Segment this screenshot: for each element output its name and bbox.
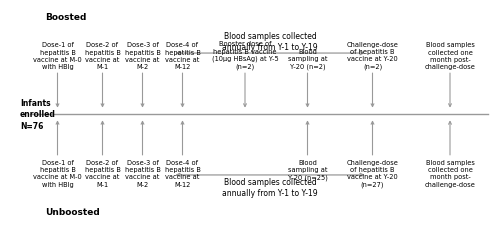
Text: Blood samples collected
annually from Y-1 to Y-19: Blood samples collected annually from Y-… — [222, 177, 318, 197]
Text: Dose-2 of
hepatitis B
vaccine at
M-1: Dose-2 of hepatitis B vaccine at M-1 — [84, 42, 120, 70]
Text: Dose-3 of
hepatitis B
vaccine at
M-2: Dose-3 of hepatitis B vaccine at M-2 — [124, 159, 160, 187]
Text: Dose-4 of
hepatitis B
vaccine at
M-12: Dose-4 of hepatitis B vaccine at M-12 — [164, 42, 200, 70]
Text: Blood
sampling at
Y-20 (n=25): Blood sampling at Y-20 (n=25) — [288, 159, 328, 180]
Text: Challenge-dose
of hepatitis B
vaccine at Y-20
(n=2): Challenge-dose of hepatitis B vaccine at… — [346, 42, 399, 70]
Text: Unboosted: Unboosted — [45, 207, 100, 216]
Text: Infants
enrolled
N=76: Infants enrolled N=76 — [20, 98, 56, 131]
Text: Blood samples collected
annually from Y-1 to Y-19: Blood samples collected annually from Y-… — [222, 32, 318, 52]
Text: Dose-1 of
hepatitis B
vaccine at M-0
with HBIg: Dose-1 of hepatitis B vaccine at M-0 wit… — [33, 42, 82, 70]
Text: Booster dose of
hepatitis B vaccine
(10μg HBsAg) at Y-5
(n=2): Booster dose of hepatitis B vaccine (10μ… — [212, 41, 278, 70]
Text: Challenge-dose
of hepatitis B
vaccine at Y-20
(n=27): Challenge-dose of hepatitis B vaccine at… — [346, 159, 399, 187]
Text: Dose-3 of
hepatitis B
vaccine at
M-2: Dose-3 of hepatitis B vaccine at M-2 — [124, 42, 160, 70]
Text: Dose-2 of
hepatitis B
vaccine at
M-1: Dose-2 of hepatitis B vaccine at M-1 — [84, 159, 120, 187]
Text: Dose-1 of
hepatitis B
vaccine at M-0
with HBIg: Dose-1 of hepatitis B vaccine at M-0 wit… — [33, 159, 82, 187]
Text: Blood
sampling at
Y-20 (n=2): Blood sampling at Y-20 (n=2) — [288, 49, 327, 70]
Text: Blood samples
collected one
month post-
challenge-dose: Blood samples collected one month post- … — [424, 42, 476, 70]
Text: Dose-4 of
hepatitis B
vaccine at
M-12: Dose-4 of hepatitis B vaccine at M-12 — [164, 159, 200, 187]
Text: Blood samples
collected one
month post-
challenge-dose: Blood samples collected one month post- … — [424, 159, 476, 187]
Text: Boosted: Boosted — [45, 13, 86, 22]
